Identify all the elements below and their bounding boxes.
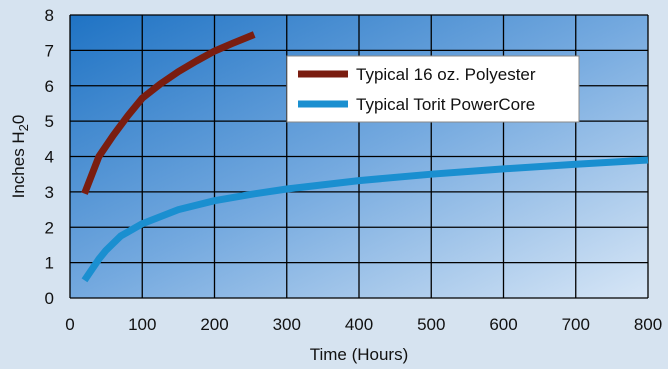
x-tick-label: 700: [562, 315, 590, 334]
y-axis-title-subscript: 2: [16, 124, 31, 131]
y-tick-label: 1: [45, 254, 54, 273]
x-tick-label: 300: [273, 315, 301, 334]
y-axis-title-main: Inches H: [9, 131, 28, 198]
y-tick-label: 8: [45, 6, 54, 25]
x-tick-label: 600: [489, 315, 517, 334]
legend-box: [286, 55, 580, 123]
x-tick-label: 200: [200, 315, 228, 334]
legend-label-polyester: Typical 16 oz. Polyester: [356, 65, 536, 84]
x-tick-label: 400: [345, 315, 373, 334]
y-tick-label: 3: [45, 183, 54, 202]
y-tick-label: 4: [45, 148, 54, 167]
y-axis-ticks: 0 1 2 3 4 5 6 7 8: [45, 6, 54, 308]
y-tick-label: 2: [45, 218, 54, 237]
series-layer: [81, 31, 649, 283]
x-axis-ticks: 0 100 200 300 400 500 600 700 800: [65, 315, 662, 334]
legend-label-powercore: Typical Torit PowerCore: [356, 95, 535, 114]
y-axis-title: Inches H20: [9, 115, 31, 199]
series-line-polyester: [81, 31, 256, 195]
y-tick-label: 6: [45, 77, 54, 96]
x-tick-label: 100: [128, 315, 156, 334]
x-tick-label: 0: [65, 315, 74, 334]
legend: Typical 16 oz. Polyester Typical Torit P…: [286, 55, 580, 123]
x-axis-title: Time (Hours): [310, 345, 409, 364]
series-line-powercore: [81, 156, 649, 283]
y-tick-label: 5: [45, 112, 54, 131]
y-axis-title-suffix: 0: [9, 115, 28, 124]
y-tick-label: 0: [45, 289, 54, 308]
x-tick-label: 500: [417, 315, 445, 334]
x-tick-label: 800: [634, 315, 662, 334]
y-tick-label: 7: [45, 41, 54, 60]
